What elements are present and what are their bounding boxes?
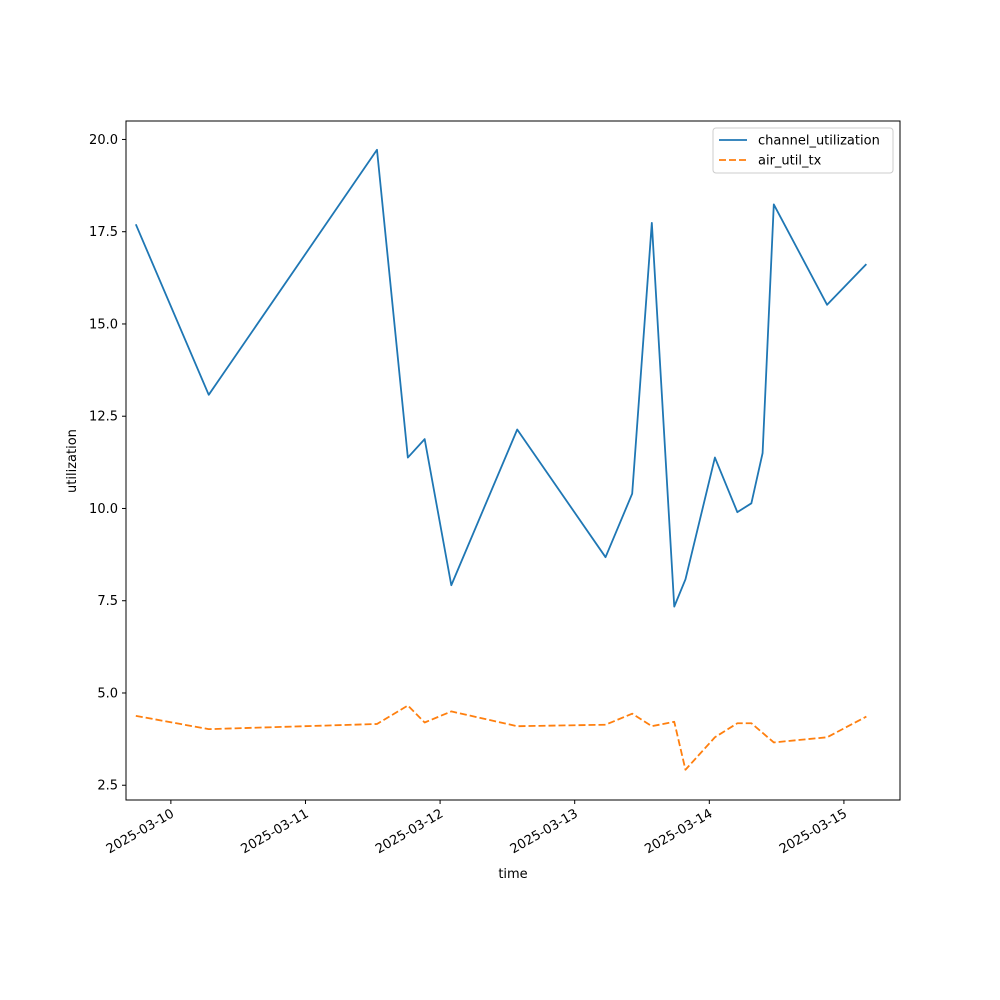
plot-frame bbox=[125, 120, 901, 801]
series-layer bbox=[134, 148, 867, 771]
legend-label: channel_utilization bbox=[758, 134, 880, 149]
y-tick-label: 17.5 bbox=[89, 225, 118, 240]
y-tick-label: 2.5 bbox=[97, 779, 118, 794]
y-axis-label: utilization bbox=[65, 429, 80, 493]
series-line-air-util-tx bbox=[135, 704, 867, 771]
legend: channel_utilization air_util_tx bbox=[712, 127, 894, 174]
y-tick-label: 12.5 bbox=[89, 410, 118, 425]
y-tick-label: 10.0 bbox=[89, 502, 118, 517]
series-line-channel-utilization bbox=[134, 148, 867, 608]
y-tick-label: 5.0 bbox=[97, 686, 118, 701]
x-axis-label: time bbox=[498, 867, 527, 882]
legend-box bbox=[712, 127, 894, 174]
y-tick-label: 7.5 bbox=[97, 594, 118, 609]
y-tick-label: 20.0 bbox=[89, 133, 118, 148]
y-tick-label: 15.0 bbox=[89, 317, 118, 332]
legend-label: air_util_tx bbox=[758, 154, 822, 169]
y-axis: 2.5 5.0 7.5 10.0 12.5 15.0 17.5 20.0 bbox=[89, 133, 126, 794]
